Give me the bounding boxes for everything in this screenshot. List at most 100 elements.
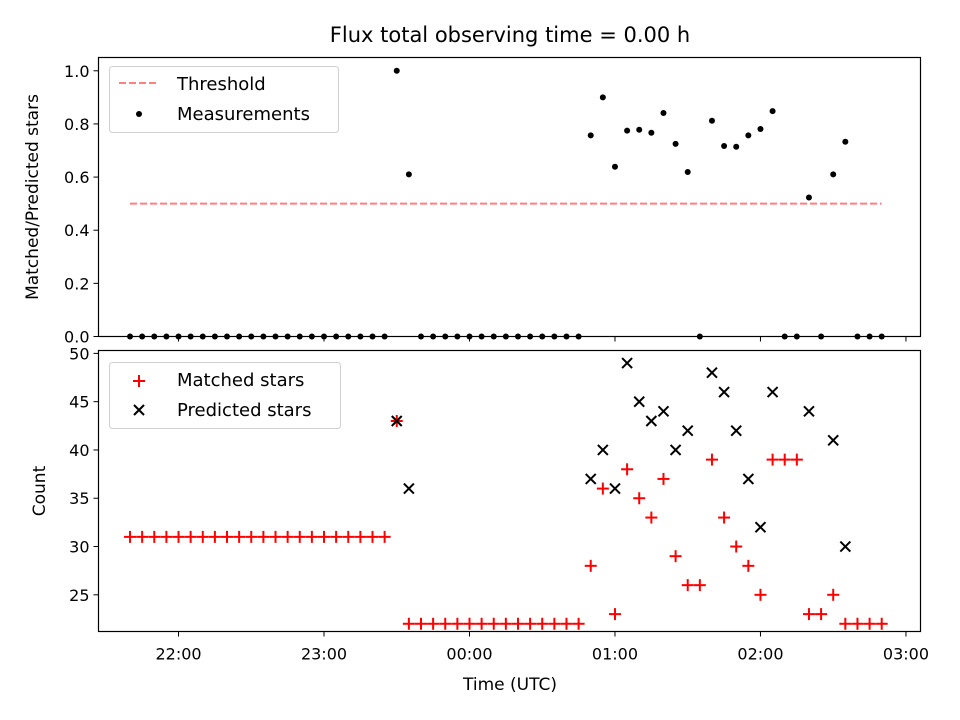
matched-point xyxy=(754,588,767,601)
matched-point xyxy=(705,453,718,466)
matched-point xyxy=(378,530,391,543)
measurement-point xyxy=(393,67,400,74)
measurement-point xyxy=(611,163,618,170)
predicted-point xyxy=(754,521,767,533)
matched-point xyxy=(851,617,864,630)
measurement-point xyxy=(721,142,728,149)
matched-point xyxy=(815,608,828,621)
predicted-point xyxy=(657,405,670,418)
matched-point xyxy=(827,588,840,601)
matched-point xyxy=(160,530,173,543)
bottom-panel-data xyxy=(124,357,888,630)
bottom-y-axis-label: Count xyxy=(30,465,50,516)
legend-matched-label: Matched stars xyxy=(177,370,304,391)
top-x-axis xyxy=(178,336,907,342)
measurement-point xyxy=(660,110,667,117)
measurement-point xyxy=(745,132,752,139)
matched-point xyxy=(257,530,270,543)
measurement-point xyxy=(636,126,643,133)
matched-point xyxy=(293,530,306,543)
matched-point xyxy=(233,530,246,543)
bottom-y-axis: 25 30 35 40 45 50 xyxy=(69,344,99,605)
predicted-point xyxy=(706,367,718,379)
matched-point xyxy=(524,617,537,630)
y-tick-label: 50 xyxy=(69,344,89,363)
x-axis-label: Time (UTC) xyxy=(462,675,557,695)
x-tick-label: 23:00 xyxy=(301,645,347,664)
matched-point xyxy=(839,617,852,630)
matched-point xyxy=(342,530,355,543)
matched-point xyxy=(402,617,415,630)
measurement-point xyxy=(684,169,691,176)
predicted-point xyxy=(682,424,694,437)
matched-point xyxy=(560,617,573,630)
matched-point xyxy=(427,617,440,630)
legend-predicted-label: Predicted stars xyxy=(177,400,311,421)
matched-point xyxy=(366,530,379,543)
matched-point xyxy=(730,540,743,553)
top-legend: Threshold Measurements xyxy=(109,66,339,133)
measurement-point xyxy=(830,171,837,178)
predicted-point xyxy=(827,434,839,447)
matched-point xyxy=(584,559,597,572)
top-panel-frame xyxy=(97,56,922,338)
measurement-point xyxy=(805,194,812,201)
matched-point xyxy=(354,530,367,543)
measurement-point xyxy=(708,117,715,124)
matched-point xyxy=(136,530,149,543)
top-y-axis-label: Matched/Predicted stars xyxy=(23,94,43,300)
legend-threshold-label: Threshold xyxy=(176,74,266,95)
y-tick-label: 1.0 xyxy=(64,62,89,81)
matched-point xyxy=(221,530,234,543)
predicted-point xyxy=(669,444,682,456)
matched-point xyxy=(184,530,197,543)
predicted-point xyxy=(766,386,779,398)
matched-point xyxy=(766,453,779,466)
legend-measurements-label: Measurements xyxy=(177,104,310,125)
y-tick-label: 35 xyxy=(69,489,89,508)
matched-point xyxy=(645,511,658,524)
matched-point xyxy=(863,617,876,630)
legend-predicted-swatch xyxy=(133,404,145,416)
matched-point xyxy=(451,617,464,630)
matched-point xyxy=(269,530,282,543)
y-tick-label: 0.0 xyxy=(64,328,89,347)
matched-point xyxy=(281,530,294,543)
predicted-point xyxy=(839,540,852,553)
matched-point xyxy=(657,472,670,485)
measurement-point xyxy=(587,132,594,139)
measurement-point xyxy=(599,94,606,101)
matched-point xyxy=(608,608,621,621)
matched-point xyxy=(669,550,682,563)
measurement-point xyxy=(842,138,849,145)
y-tick-label: 40 xyxy=(69,441,89,460)
predicted-point xyxy=(621,357,633,369)
measurement-point xyxy=(624,127,631,134)
bottom-x-axis: 22:00 23:00 00:00 01:00 02:00 03:00 xyxy=(155,631,929,664)
matched-point xyxy=(681,579,694,592)
x-tick-label: 02:00 xyxy=(737,645,783,664)
y-tick-label: 25 xyxy=(69,586,89,605)
matched-point xyxy=(633,492,646,505)
predicted-point xyxy=(645,415,658,427)
measurement-point xyxy=(648,129,655,136)
predicted-point xyxy=(803,405,815,418)
matched-point xyxy=(742,559,755,572)
predicted-point xyxy=(403,482,415,495)
measurement-point xyxy=(769,108,776,115)
matched-point xyxy=(439,617,452,630)
legend-matched-swatch xyxy=(133,375,145,387)
measurement-point xyxy=(757,125,764,132)
predicted-point xyxy=(585,473,597,485)
legend-measurements-swatch xyxy=(136,111,142,117)
matched-point xyxy=(621,463,634,476)
matched-point xyxy=(148,530,161,543)
predicted-point xyxy=(609,482,621,495)
bottom-panel: 25 30 35 40 45 50 22:00 23:00 00:00 01:00 02:00 03… xyxy=(30,344,929,695)
matched-point xyxy=(463,617,476,630)
matched-point xyxy=(499,617,512,630)
matched-point xyxy=(548,617,561,630)
matched-point xyxy=(124,530,137,543)
matched-point xyxy=(208,530,221,543)
